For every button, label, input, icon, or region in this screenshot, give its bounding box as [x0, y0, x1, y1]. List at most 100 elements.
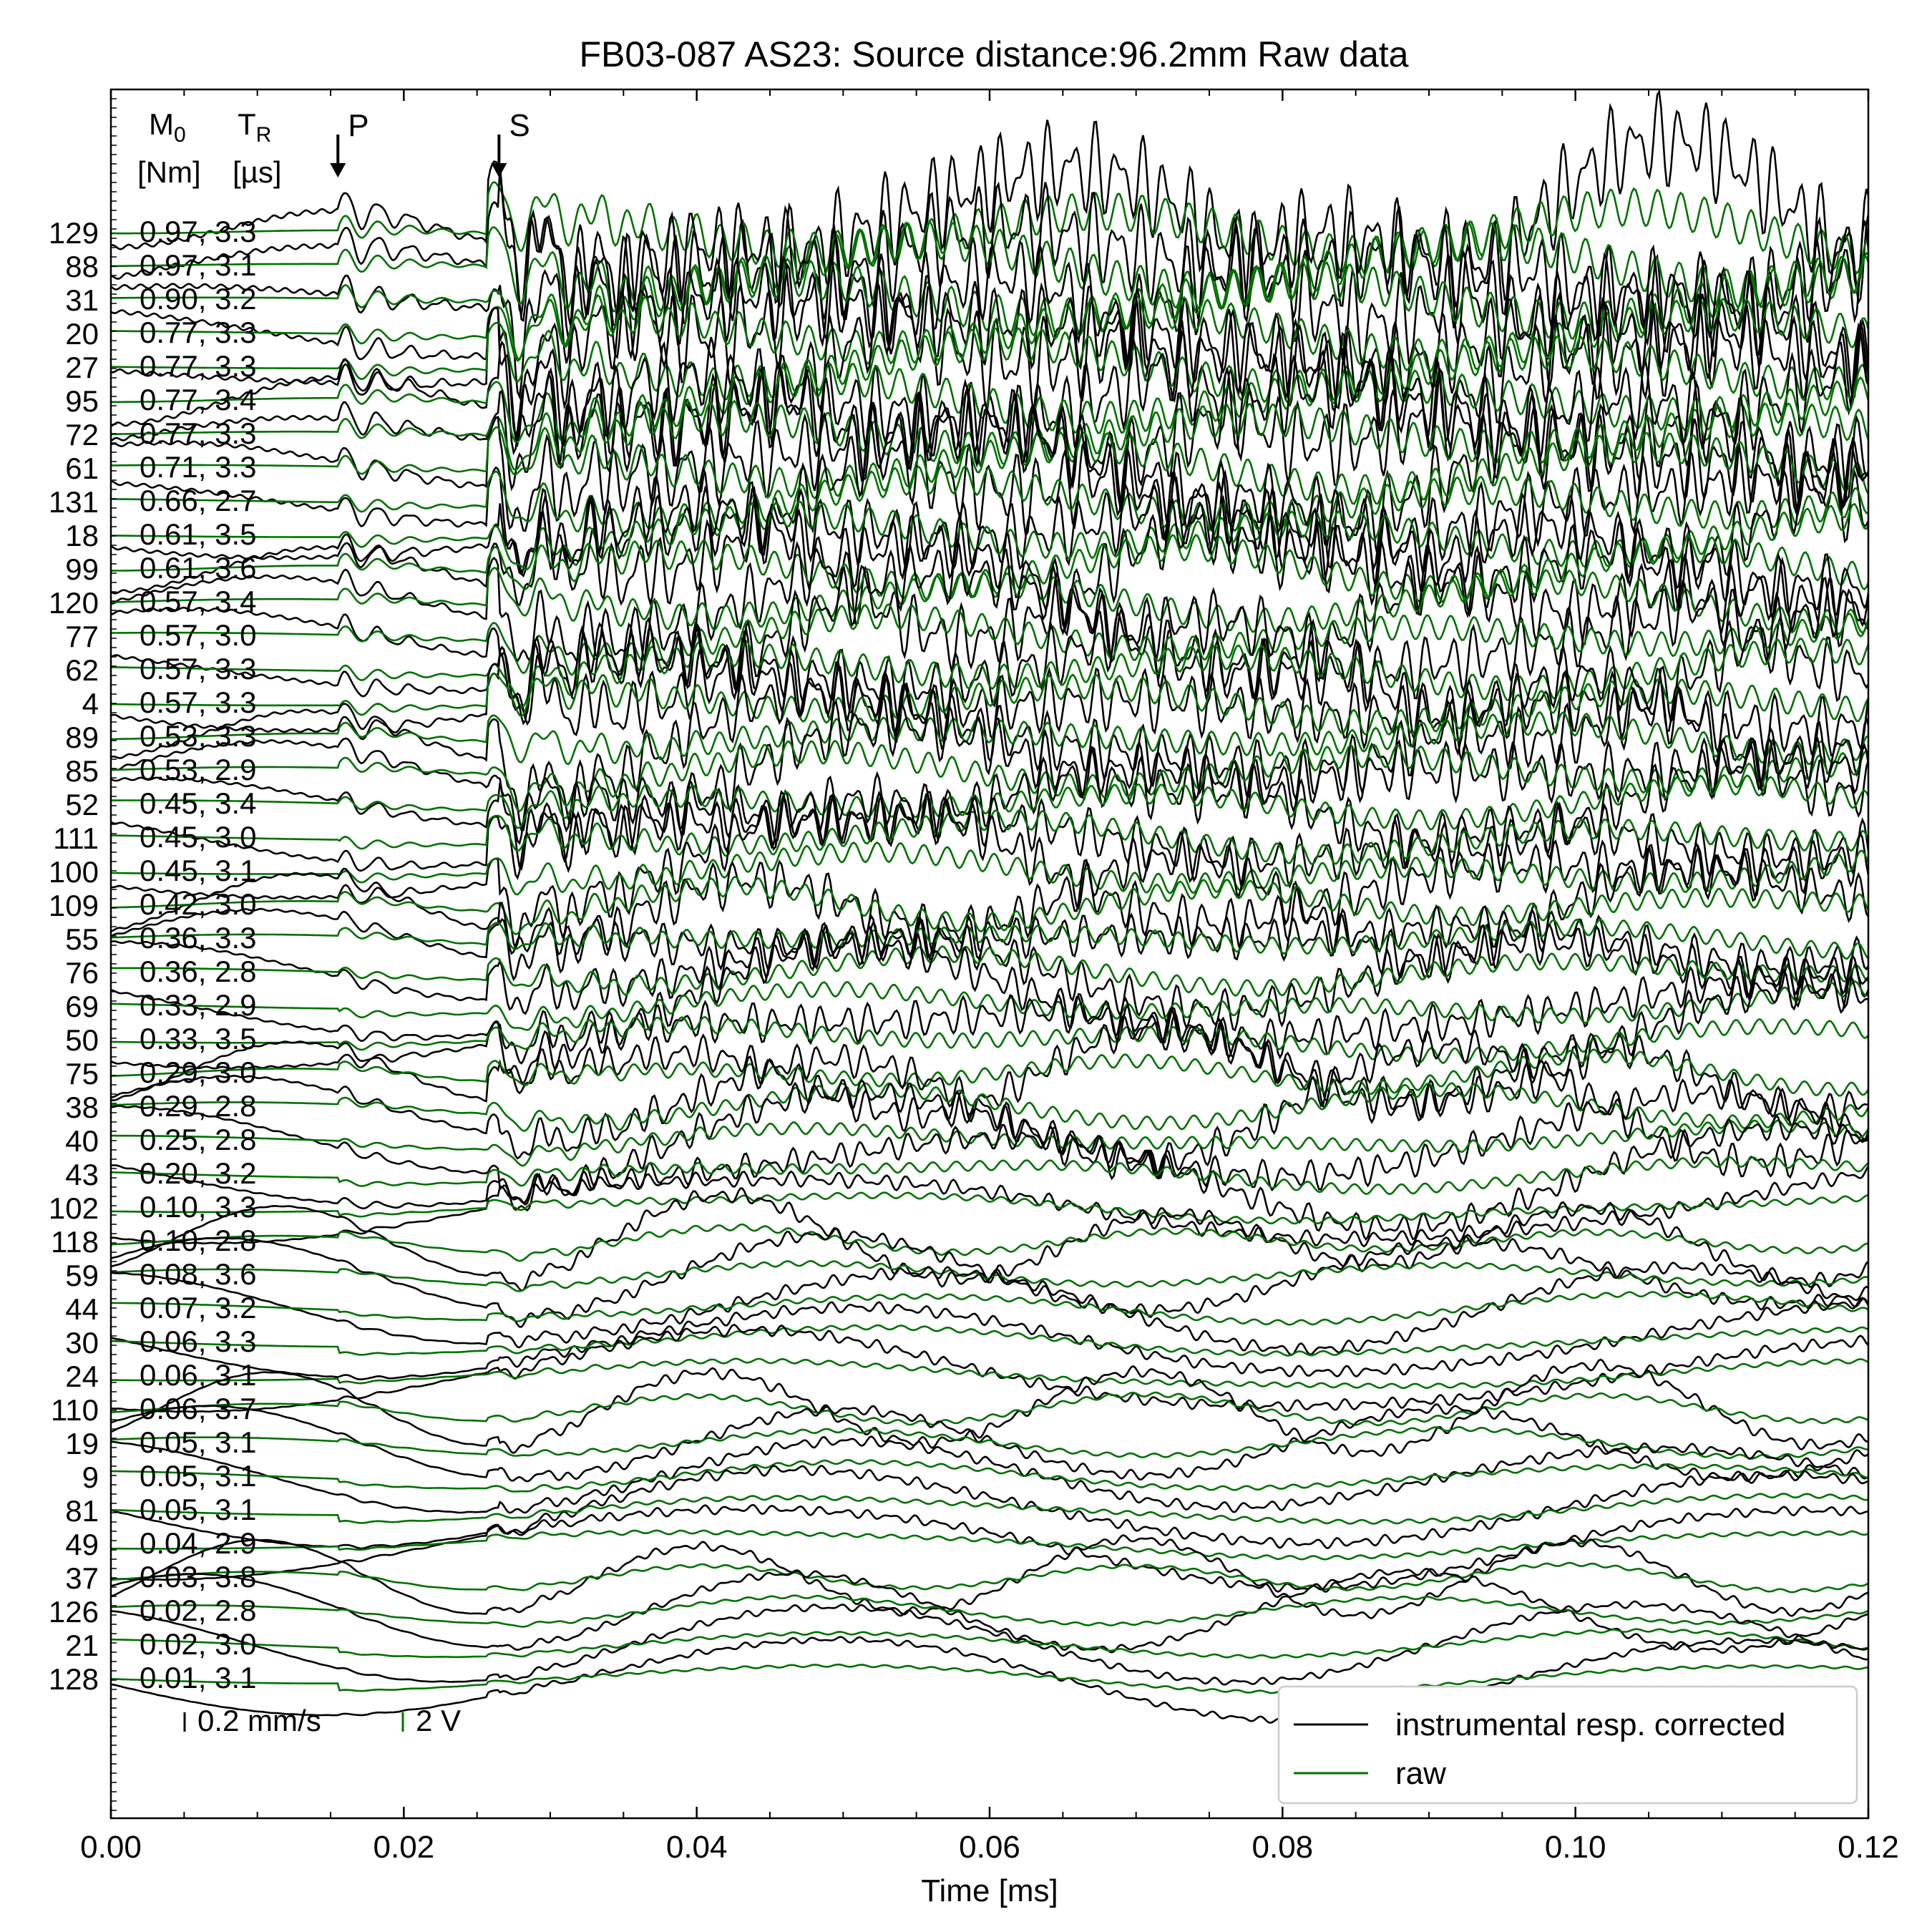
trace-30-corrected	[111, 1297, 1868, 1381]
trace-id-128: 128	[49, 1662, 99, 1696]
trace-id-31: 31	[65, 283, 99, 317]
trace-id-95: 95	[65, 384, 99, 418]
trace-55-corrected	[111, 902, 1868, 990]
trace-100-raw	[111, 841, 1868, 896]
trace-128-corrected	[111, 1636, 1868, 1724]
trace-params-37: 0.03, 3.8	[140, 1560, 256, 1594]
trace-id-102: 102	[49, 1191, 99, 1225]
trace-id-38: 38	[65, 1091, 99, 1124]
trace-params-126: 0.02, 2.8	[140, 1594, 256, 1627]
trace-20-corrected	[111, 244, 1868, 448]
trace-95-raw	[111, 363, 1868, 444]
trace-params-76: 0.36, 2.8	[140, 955, 256, 988]
trace-id-126: 126	[49, 1595, 99, 1629]
trace-id-129: 129	[49, 216, 99, 250]
trace-131-raw	[111, 464, 1868, 538]
trace-params-85: 0.53, 2.9	[140, 753, 256, 786]
trace-id-76: 76	[65, 956, 99, 990]
trace-61-corrected	[111, 358, 1868, 571]
trace-129-corrected	[111, 89, 1868, 369]
trace-id-24: 24	[65, 1360, 99, 1393]
x-axis-label: Time [ms]	[921, 1873, 1058, 1908]
trace-id-99: 99	[65, 552, 99, 586]
trace-id-18: 18	[65, 519, 99, 552]
trace-102-corrected	[111, 1165, 1868, 1248]
x-tick-label: 0.02	[374, 1830, 435, 1865]
trace-110-raw	[111, 1391, 1868, 1427]
trace-44-corrected	[111, 1261, 1868, 1357]
trace-params-55: 0.36, 3.3	[140, 921, 256, 955]
trace-params-95: 0.77, 3.4	[140, 383, 256, 416]
trace-61-raw	[111, 426, 1868, 505]
trace-111-corrected	[111, 790, 1868, 889]
trace-69-corrected	[111, 924, 1868, 1085]
trace-30-raw	[111, 1324, 1868, 1357]
trace-params-40: 0.25, 2.8	[140, 1123, 256, 1156]
trace-params-31: 0.90, 3.2	[140, 282, 256, 316]
trace-69-raw	[111, 980, 1868, 1031]
trace-4-corrected	[111, 617, 1868, 759]
trace-id-89: 89	[65, 721, 99, 754]
trace-100-corrected	[111, 771, 1868, 951]
trace-params-131: 0.66, 2.7	[140, 484, 256, 517]
trace-89-corrected	[111, 645, 1868, 831]
trace-params-120: 0.57, 3.4	[140, 585, 256, 618]
trace-128-raw	[111, 1663, 1868, 1694]
trace-131-corrected	[111, 378, 1868, 608]
legend-box	[1277, 1685, 1858, 1805]
trace-id-40: 40	[65, 1124, 99, 1158]
trace-44-raw	[111, 1291, 1868, 1326]
trace-77-corrected	[111, 537, 1868, 737]
trace-id-118: 118	[51, 1225, 99, 1259]
trace-params-20: 0.77, 3.3	[140, 316, 256, 349]
trace-id-52: 52	[65, 788, 99, 821]
trace-85-corrected	[111, 692, 1868, 874]
trace-params-4: 0.57, 3.3	[140, 686, 256, 719]
trace-88-corrected	[111, 165, 1868, 386]
trace-27-raw	[111, 321, 1868, 404]
trace-id-75: 75	[65, 1057, 99, 1091]
tr-unit: [µs]	[233, 155, 282, 189]
x-tick-label: 0.12	[1838, 1830, 1899, 1865]
trace-params-24: 0.06, 3.1	[140, 1358, 256, 1392]
trace-params-111: 0.45, 3.0	[140, 820, 256, 854]
trace-id-55: 55	[65, 922, 99, 956]
trace-129-raw	[111, 180, 1868, 275]
trace-id-131: 131	[49, 485, 99, 519]
scale-bar-label-0: 0.2 mm/s	[197, 1704, 321, 1737]
trace-params-21: 0.02, 3.0	[140, 1627, 256, 1661]
trace-4-raw	[111, 673, 1868, 736]
trace-id-50: 50	[65, 1023, 99, 1057]
trace-21-corrected	[111, 1600, 1868, 1686]
trace-params-49: 0.04, 2.9	[140, 1526, 256, 1560]
trace-77-raw	[111, 603, 1868, 676]
trace-id-61: 61	[65, 452, 99, 485]
trace-37-raw	[111, 1561, 1868, 1594]
trace-id-111: 111	[53, 821, 99, 855]
trace-120-corrected	[111, 492, 1868, 706]
trace-118-raw	[111, 1223, 1868, 1262]
trace-id-81: 81	[65, 1494, 99, 1528]
scale-bar-label-1: 2 V	[416, 1704, 461, 1737]
trace-params-61: 0.71, 3.3	[140, 450, 256, 484]
trace-id-9: 9	[82, 1460, 99, 1494]
trace-params-72: 0.77, 3.3	[140, 416, 256, 450]
trace-72-raw	[111, 399, 1868, 472]
trace-126-raw	[111, 1594, 1868, 1628]
legend-label-0: instrumental resp. corrected	[1395, 1707, 1785, 1742]
trace-id-20: 20	[65, 317, 99, 351]
trace-19-raw	[111, 1426, 1868, 1460]
chart-title: FB03-087 AS23: Source distance:96.2mm Ra…	[580, 34, 1409, 74]
trace-params-128: 0.01, 3.1	[140, 1661, 256, 1694]
trace-id-37: 37	[65, 1561, 99, 1595]
trace-id-19: 19	[65, 1427, 99, 1460]
legend: instrumental resp. corrected raw	[1277, 1685, 1858, 1805]
trace-109-raw	[111, 875, 1868, 935]
trace-id-69: 69	[65, 990, 99, 1023]
trace-params-109: 0.42, 3.0	[140, 887, 256, 921]
trace-110-corrected	[111, 1358, 1868, 1458]
x-axis: 0.00 0.02 0.04 0.06 0.08 0.10 0.12	[80, 89, 1899, 1865]
trace-id-77: 77	[65, 620, 99, 653]
trace-params-43: 0.20, 3.2	[140, 1156, 256, 1190]
